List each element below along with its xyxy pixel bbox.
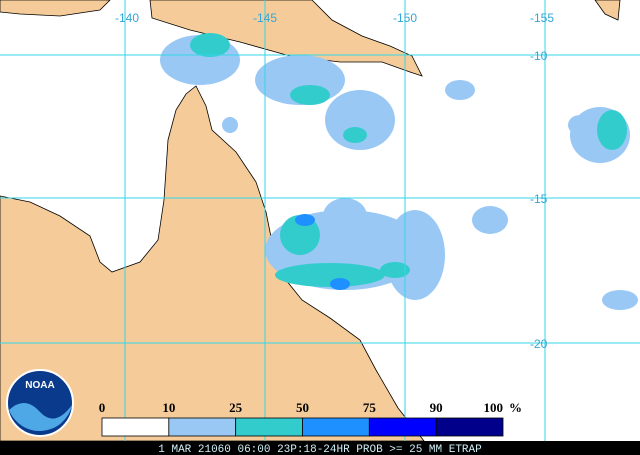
legend-label: 100 — [484, 400, 504, 415]
legend-label: 10 — [162, 400, 175, 415]
legend-unit: % — [509, 400, 522, 415]
lat-label: -10 — [530, 49, 548, 63]
lon-labels: -140 -145 -150 -155 — [115, 11, 554, 25]
land — [0, 0, 621, 442]
logo-text: NOAA — [25, 380, 54, 391]
legend-swatch — [302, 417, 370, 437]
noaa-logo: NOAA — [6, 369, 74, 437]
legend-label: 0 — [99, 400, 106, 415]
footer-bar — [0, 441, 640, 455]
lon-label: -140 — [115, 11, 139, 25]
lat-labels: -10 -15 -20 — [530, 49, 548, 351]
legend-swatch — [101, 417, 170, 437]
legend: % 0 10 25 50 75 90 100 — [99, 400, 522, 437]
lat-label: -15 — [530, 192, 548, 206]
lon-label: -145 — [253, 11, 277, 25]
legend-label: 75 — [363, 400, 377, 415]
legend-label: 90 — [430, 400, 443, 415]
footer-text: 1 MAR 21060 06:00 23P:18-24HR PROB >= 25… — [158, 444, 482, 455]
legend-swatch — [235, 417, 303, 437]
legend-swatch — [435, 417, 504, 437]
lon-label: -150 — [393, 11, 417, 25]
legend-label: 50 — [296, 400, 309, 415]
legend-swatch — [368, 417, 437, 437]
lat-label: -20 — [530, 337, 548, 351]
graticule — [0, 0, 640, 441]
logo-wave — [9, 402, 72, 432]
precipitation — [160, 33, 638, 310]
legend-swatch — [168, 417, 237, 437]
legend-label: 25 — [229, 400, 243, 415]
lon-label: -155 — [530, 11, 554, 25]
